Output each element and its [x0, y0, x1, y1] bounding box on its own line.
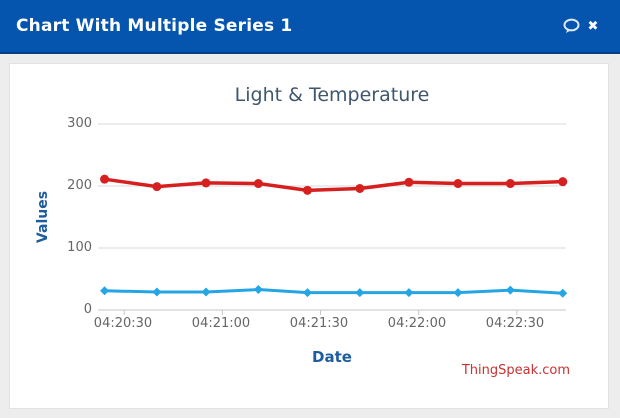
x-tick-label-5: 04:22:30 — [485, 316, 545, 331]
x-tick-label-2: 04:21:00 — [191, 316, 251, 331]
close-icon[interactable]: ✖ — [582, 15, 604, 37]
window-title: Chart With Multiple Series 1 — [16, 16, 293, 36]
x-tick-label-3: 04:21:30 — [289, 316, 349, 331]
window-header: Chart With Multiple Series 1 ✖ — [0, 0, 620, 54]
y-tick-label-300: 300 — [67, 116, 92, 131]
y-tick-label-0: 0 — [83, 302, 92, 317]
x-tick-label-1: 04:20:30 — [93, 316, 153, 331]
x-axis-title: Date — [312, 348, 352, 366]
y-axis-title: Values — [35, 190, 51, 244]
y-tick-label-200: 200 — [67, 178, 92, 193]
thingspeak-link[interactable]: ThingSpeak.com — [461, 363, 570, 378]
chart-card: Light & Temperature Values Date 300 200 … — [9, 63, 609, 409]
close-glyph: ✖ — [587, 18, 599, 34]
chart-plot — [98, 123, 568, 315]
comment-bubble-icon[interactable] — [560, 15, 582, 37]
y-tick-label-100: 100 — [67, 240, 92, 255]
chart-title: Light & Temperature — [234, 84, 430, 106]
x-tick-label-4: 04:22:00 — [387, 316, 447, 331]
